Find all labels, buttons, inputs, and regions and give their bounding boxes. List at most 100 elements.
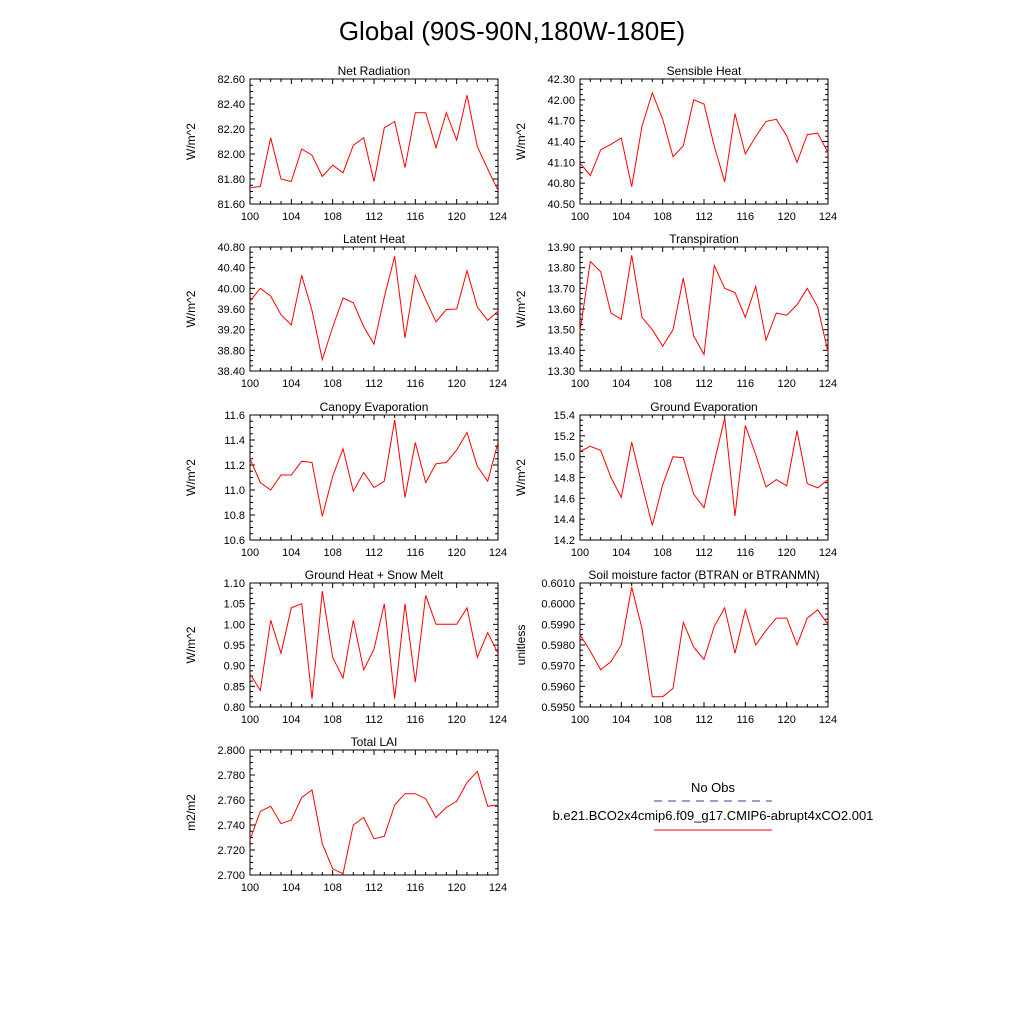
x-tick-label: 124 [819, 547, 837, 559]
y-tick-label: 41.10 [547, 157, 575, 169]
y-tick-label: 0.5980 [541, 640, 575, 652]
y-tick-label: 82.40 [217, 99, 245, 111]
x-tick-label: 104 [612, 714, 630, 726]
y-axis-label: W/m^2 [514, 290, 528, 327]
x-tick-label: 108 [653, 714, 671, 726]
x-tick-label: 100 [241, 882, 259, 894]
x-tick-label: 112 [365, 547, 383, 559]
x-tick-label: 108 [653, 378, 671, 390]
x-tick-label: 120 [777, 714, 795, 726]
y-tick-label: 10.6 [224, 535, 245, 547]
x-tick-label: 100 [241, 378, 259, 390]
x-tick-label: 104 [282, 211, 300, 223]
x-tick-label: 104 [282, 714, 300, 726]
x-tick-label: 116 [737, 211, 755, 223]
chart-panels: Net Radiation W/m^2 81.60 81.80 82.00 82.20 82… [184, 64, 837, 894]
x-tick-label: 108 [323, 547, 341, 559]
y-tick-label: 11.0 [224, 485, 245, 497]
y-tick-label: 10.8 [224, 510, 245, 522]
x-tick-label: 104 [612, 378, 630, 390]
y-tick-label: 13.40 [547, 345, 575, 357]
y-tick-label: 0.5950 [541, 702, 575, 714]
legend-obs-label: No Obs [691, 780, 736, 795]
x-tick-label: 104 [282, 547, 300, 559]
y-tick-label: 1.05 [224, 599, 245, 611]
y-tick-label: 0.5990 [541, 619, 575, 631]
x-tick-label: 116 [407, 547, 425, 559]
y-tick-label: 2.780 [217, 770, 245, 782]
y-axis-label: m2/m2 [184, 794, 198, 831]
series-line [249, 591, 499, 699]
series-line [579, 255, 829, 357]
y-tick-label: 39.60 [217, 304, 245, 316]
y-tick-label: 0.5970 [541, 661, 575, 673]
y-tick-label: 42.30 [547, 74, 575, 86]
y-tick-label: 38.40 [217, 366, 245, 378]
y-tick-label: 14.8 [554, 473, 575, 485]
y-tick-label: 13.90 [547, 242, 575, 254]
panel-net-radiation: Net Radiation W/m^2 81.60 81.80 82.00 82.20 82… [184, 64, 507, 223]
y-tick-label: 0.80 [224, 702, 245, 714]
x-tick-label: 112 [365, 882, 383, 894]
x-tick-label: 124 [489, 547, 507, 559]
y-tick-label: 2.700 [217, 870, 245, 882]
x-tick-label: 108 [323, 714, 341, 726]
panel-title: Total LAI [351, 735, 398, 749]
x-tick-label: 104 [612, 547, 630, 559]
y-tick-label: 13.70 [547, 283, 575, 295]
y-tick-label: 15.0 [554, 452, 575, 464]
y-tick-label: 11.4 [224, 435, 245, 447]
legend-case-label: b.e21.BCO2x4cmip6.f09_g17.CMIP6-abrupt4x… [553, 808, 874, 823]
panel-title: Transpiration [669, 232, 739, 246]
x-tick-label: 100 [571, 714, 589, 726]
legend: No Obs b.e21.BCO2x4cmip6.f09_g17.CMIP6-a… [553, 780, 874, 831]
y-tick-label: 1.00 [224, 619, 245, 631]
x-tick-label: 108 [653, 211, 671, 223]
x-tick-label: 100 [571, 378, 589, 390]
y-tick-label: 0.6010 [541, 578, 575, 590]
y-tick-label: 0.85 [224, 681, 245, 693]
y-tick-label: 14.2 [554, 535, 575, 547]
x-tick-label: 108 [653, 547, 671, 559]
x-tick-label: 116 [407, 882, 425, 894]
y-tick-label: 41.40 [547, 137, 575, 149]
x-tick-label: 120 [447, 211, 465, 223]
x-tick-label: 112 [695, 547, 713, 559]
panel-title: Ground Heat + Snow Melt [305, 568, 444, 582]
y-tick-label: 81.60 [217, 199, 245, 211]
y-tick-label: 42.00 [547, 95, 575, 107]
panel-canopy-evaporation: Canopy Evaporation W/m^2 10.6 10.8 11.0 11.2 1… [184, 400, 507, 559]
x-tick-label: 124 [819, 714, 837, 726]
x-tick-label: 100 [571, 547, 589, 559]
y-axis-label: W/m^2 [514, 459, 528, 496]
x-tick-label: 120 [447, 882, 465, 894]
y-tick-label: 82.00 [217, 149, 245, 161]
panel-title: Latent Heat [343, 232, 406, 246]
x-tick-label: 120 [777, 378, 795, 390]
x-tick-label: 112 [365, 378, 383, 390]
x-tick-label: 116 [407, 714, 425, 726]
y-tick-label: 0.95 [224, 640, 245, 652]
y-tick-label: 40.50 [547, 199, 575, 211]
y-tick-label: 11.2 [224, 460, 245, 472]
panel-soil-moisture-factor: Soil moisture factor (BTRAN or BTRANMN) u… [514, 568, 837, 726]
y-tick-label: 81.80 [217, 174, 245, 186]
panel-transpiration: Transpiration W/m^2 13.30 13.40 13.50 13.60 13… [514, 232, 837, 390]
panel-title: Sensible Heat [667, 64, 742, 78]
x-tick-label: 100 [241, 714, 259, 726]
x-tick-label: 124 [819, 378, 837, 390]
panel-title: Canopy Evaporation [320, 400, 429, 414]
x-tick-label: 120 [777, 211, 795, 223]
x-tick-label: 112 [695, 378, 713, 390]
y-tick-label: 0.6000 [541, 599, 575, 611]
y-axis-label: W/m^2 [184, 459, 198, 496]
y-axis-label: W/m^2 [184, 123, 198, 160]
y-tick-label: 0.5960 [541, 681, 575, 693]
panel-latent-heat: Latent Heat W/m^2 38.40 38.80 39.20 39.60 40.0… [184, 232, 507, 390]
x-tick-label: 108 [323, 882, 341, 894]
y-tick-label: 1.10 [224, 578, 245, 590]
x-tick-label: 120 [447, 378, 465, 390]
y-tick-label: 40.80 [217, 242, 245, 254]
x-tick-label: 104 [612, 211, 630, 223]
